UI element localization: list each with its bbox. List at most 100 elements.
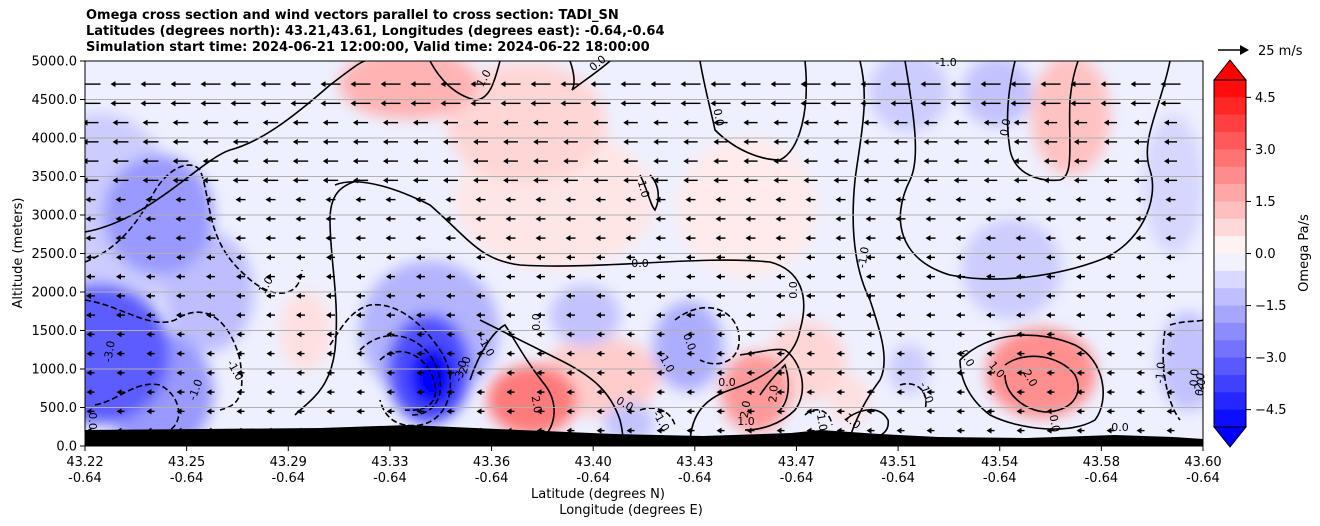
wind-vector-head-504 — [743, 177, 749, 184]
wind-vector-head-306 — [356, 273, 361, 280]
x-tick-lon-8: -0.64 — [881, 471, 915, 486]
wind-vector-head-74 — [1166, 408, 1172, 415]
wind-vector-head-194 — [326, 331, 332, 338]
contour-label-5: 1.0 — [635, 179, 652, 199]
wind-vector-head-437 — [955, 215, 961, 222]
wind-vector-head-212 — [866, 331, 872, 338]
wind-vector-head-185 — [1166, 350, 1172, 357]
wind-vector-head-18 — [596, 427, 602, 434]
quiver-key-label: 25 m/s — [1258, 44, 1303, 59]
wind-vector-head-223 — [86, 312, 91, 319]
wind-vector-head-253 — [986, 312, 991, 319]
colorbar-band-8 — [1214, 218, 1246, 237]
wind-vector-head-286 — [866, 292, 871, 299]
wind-vector-head-220 — [1106, 331, 1112, 338]
wind-vector-head-425 — [595, 215, 601, 222]
wind-vector-head-62 — [806, 408, 812, 415]
wind-vector-head-585 — [953, 138, 959, 145]
wind-vector-head-85 — [386, 389, 392, 396]
wind-vector-head-539 — [683, 158, 689, 165]
wind-vector-head-622 — [953, 119, 959, 126]
wind-vector-head-119 — [296, 369, 302, 376]
contour-label-32: 0.0 — [1047, 414, 1063, 433]
wind-vector-head-203 — [596, 331, 602, 338]
wind-vector-head-652 — [740, 100, 746, 107]
wind-vector-head-139 — [896, 369, 902, 376]
colorbar-band-15 — [1214, 340, 1246, 359]
wind-vector-head-72 — [1106, 408, 1112, 415]
wind-vector-head-162 — [476, 350, 482, 357]
wind-vector-head-191 — [236, 331, 242, 338]
wind-vector-head-141 — [956, 369, 962, 376]
wind-vector-head-47 — [356, 408, 362, 415]
wind-vector-head-648 — [620, 100, 626, 107]
colorbar-band-17 — [1214, 374, 1246, 393]
wind-vector-head-561 — [232, 138, 238, 145]
wind-vector-head-116 — [206, 369, 212, 376]
wind-vector-head-190 — [206, 331, 212, 338]
wind-vector-head-268 — [326, 292, 331, 299]
wind-vector-head-61 — [776, 408, 782, 415]
wind-vector-head-468 — [775, 196, 781, 203]
wind-vector-head-688 — [710, 81, 716, 88]
omega-region-26 — [85, 283, 170, 424]
contour-line-12 — [334, 181, 805, 446]
wind-vector-head-389 — [625, 235, 631, 242]
wind-vector-head-352 — [626, 254, 631, 261]
wind-vector-head-358 — [806, 254, 811, 261]
wind-vector-head-126 — [506, 369, 512, 376]
wind-vector-head-314 — [596, 273, 601, 280]
wind-vector-head-177 — [926, 350, 932, 357]
wind-vector-head-200 — [506, 331, 512, 338]
wind-vector-head-565 — [352, 138, 358, 145]
contour-label-8: 0.0 — [787, 281, 800, 299]
wind-vector-head-513 — [1013, 177, 1019, 184]
wind-vector-head-469 — [805, 196, 811, 203]
wind-vector-head-222 — [1166, 331, 1172, 338]
wind-vector-head-161 — [446, 350, 452, 357]
wind-vector-head-695 — [920, 81, 926, 88]
wind-vector-head-256 — [1076, 312, 1081, 319]
wind-vector-head-345 — [416, 254, 421, 261]
wind-vector-head-128 — [566, 369, 572, 376]
contour-label-26: 2.0 — [766, 384, 780, 403]
wind-vector-head-486 — [202, 177, 208, 184]
wind-vector-head-279 — [656, 292, 661, 299]
wind-vector-head-242 — [656, 312, 661, 319]
wind-vector-head-373 — [145, 235, 151, 242]
wind-vector-head-299 — [146, 273, 151, 280]
wind-vector-head-181 — [1046, 350, 1052, 357]
wind-vector-head-98 — [776, 389, 782, 396]
wind-vector-head-102 — [896, 389, 902, 396]
wind-vector-head-568 — [443, 138, 449, 145]
wind-vector-head-106 — [1016, 389, 1022, 396]
wind-vector-head-50 — [446, 408, 452, 415]
wind-vector-head-686 — [650, 81, 656, 88]
wind-vector-head-255 — [1046, 312, 1051, 319]
wind-vector-head-482 — [85, 177, 88, 184]
wind-vector-head-65 — [896, 408, 902, 415]
wind-vector-head-228 — [236, 312, 241, 319]
wind-vector-head-497 — [533, 177, 539, 184]
wind-vector-head-480 — [1135, 196, 1141, 203]
wind-vector-head-385 — [505, 235, 511, 242]
wind-vector-head-531 — [443, 158, 449, 165]
wind-vector-head-612 — [653, 119, 659, 126]
wind-vector-head-247 — [806, 312, 811, 319]
wind-vector-head-378 — [295, 235, 301, 242]
contour-label-21: 0.0 — [1187, 368, 1201, 387]
wind-vector-head-335 — [116, 254, 121, 261]
wind-vector-head-615 — [743, 119, 749, 126]
wind-vector-head-171 — [746, 350, 752, 357]
wind-vector-head-447 — [145, 196, 151, 203]
wind-vector-head-44 — [266, 408, 272, 415]
wind-vector-head-322 — [836, 273, 841, 280]
contour-line-5 — [379, 350, 437, 411]
wind-vector-head-380 — [355, 235, 361, 242]
wind-vector-head-376 — [235, 235, 241, 242]
wind-vector-head-41 — [176, 408, 182, 415]
wind-vector-head-506 — [803, 177, 809, 184]
wind-vector-head-304 — [296, 273, 301, 280]
wind-vector-head-462 — [595, 196, 601, 203]
wind-vector-head-130 — [626, 369, 632, 376]
